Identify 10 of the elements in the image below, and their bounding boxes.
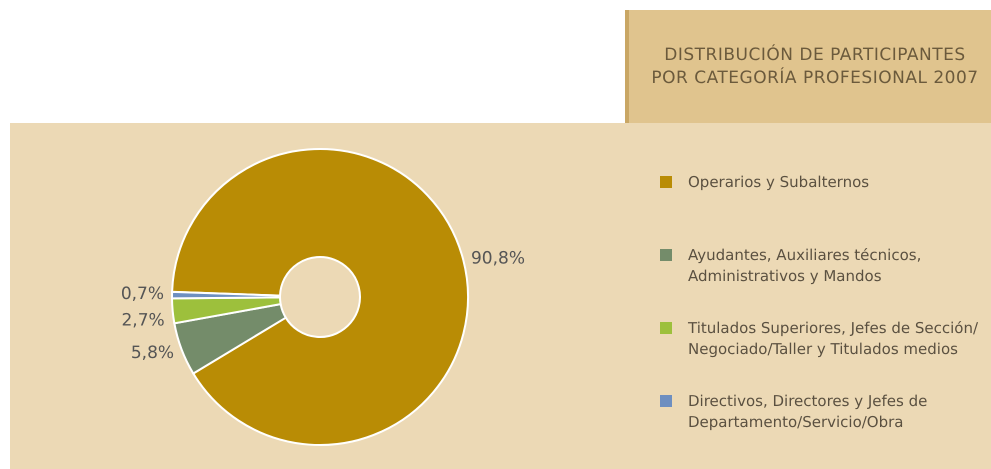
data-label: 2,7% — [121, 310, 165, 331]
data-label: 5,8% — [130, 343, 174, 364]
data-label: 0,7% — [120, 284, 164, 304]
legend-label: Titulados Superiores, Jefes de Sección/ Negociado/Taller y Titulados medios — [687, 319, 979, 358]
data-label: 90,8% — [470, 248, 526, 269]
legend-label: Operarios y Subalternos — [688, 173, 870, 191]
legend-label: Ayudantes, Auxiliares técnicos, Administrativos y Mandos — [688, 246, 922, 285]
legend-label: Directivos, Directores y Jefes de Departamento/Servicio/Obra — [688, 392, 928, 431]
donut-slice — [171, 148, 469, 446]
chart-title: DISTRIBUCIÓN DE PARTICIPANTES POR CATEGORÍA PROFESIONAL 2007 — [651, 44, 979, 88]
